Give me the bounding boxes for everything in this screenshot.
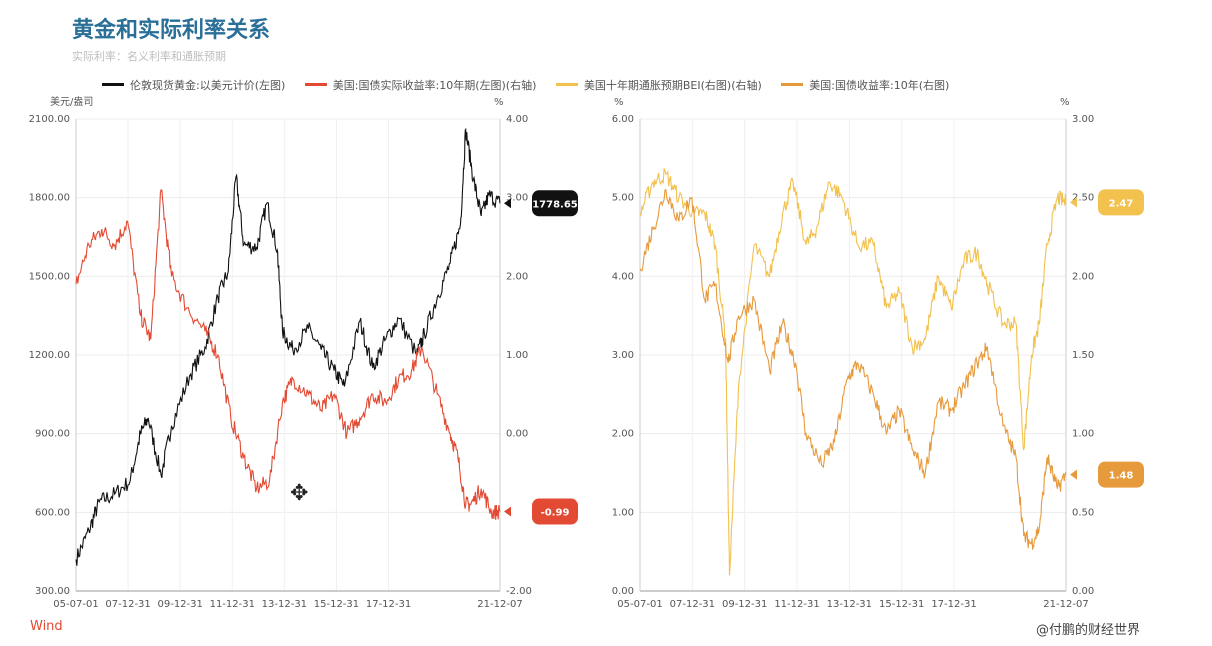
legend-swatch-gold	[102, 83, 124, 86]
panel2-right-tick-label: 0.50	[1072, 507, 1094, 518]
panel1-value-badge-text: -0.99	[541, 508, 570, 519]
panel1-x-tick-label: 17-12-31	[366, 599, 411, 610]
panel2-right-tick-label: 1.50	[1072, 350, 1094, 361]
panel1-right-tick-label: 3.00	[506, 193, 528, 204]
legend-label-real-yield: 美国:国债实际收益率:10年期(左图)(右轴)	[332, 78, 537, 92]
panel1-left-tick-label: 600.00	[35, 507, 70, 518]
panel2-x-tick-label: 11-12-31	[774, 599, 819, 610]
page-subtitle: 实际利率：名义利率和通胀预期	[72, 50, 226, 63]
panel2-left-tick-label: 5.00	[612, 193, 634, 204]
panel1-left-tick-label: 1800.00	[29, 193, 70, 204]
panel2-x-tick-label: 17-12-31	[931, 599, 976, 610]
panel2-x-tick-label: 09-12-31	[722, 599, 767, 610]
panel1-left-tick-label: 1500.00	[29, 271, 70, 282]
panel2-x-tick-label: 13-12-31	[827, 599, 872, 610]
panel2-x-tick-label: 05-07-01	[617, 599, 662, 610]
legend-swatch-10y-yield	[781, 83, 804, 86]
panel2-left-axis-unit: %	[614, 97, 624, 108]
legend-swatch-bei	[555, 83, 578, 86]
panel2-left-tick-label: 1.00	[612, 507, 634, 518]
panel1-right-tick-label: 1.00	[506, 350, 528, 361]
panel2-value-badge	[1098, 189, 1144, 216]
source-label: Wind	[30, 619, 63, 634]
panel2-x-tick-label: 07-12-31	[670, 599, 715, 610]
panel1-x-tick-label: 11-12-31	[210, 599, 255, 610]
legend-item-real-yield[interactable]: 美国:国债实际收益率:10年期(左图)(右轴)	[304, 77, 537, 93]
panel2-value-badge	[1098, 461, 1144, 488]
panel1-left-tick-label: 1200.00	[29, 350, 70, 361]
panel1-badge-pointer	[504, 198, 511, 209]
panel2-left-tick-label: 3.00	[612, 350, 634, 361]
panel1-badge-pointer	[504, 506, 511, 517]
legend-label-gold: 伦敦现货黄金:以美元计价(左图)	[130, 78, 286, 92]
panel1-left-tick-label: 2100.00	[29, 114, 70, 125]
panel1-value-badge	[532, 190, 578, 217]
legend-item-bei[interactable]: 美国十年期通胀预期BEI(右图)(右轴)	[555, 77, 762, 93]
panel2-series-line-2	[639, 189, 1067, 550]
panel1-right-tick-label: 0.00	[506, 429, 528, 440]
panel1-x-tick-label: 13-12-31	[262, 599, 307, 610]
page-title: 黄金和实际利率关系	[72, 18, 271, 43]
panel1-left-tick-label: 900.00	[35, 429, 70, 440]
move-cursor-icon: ✥	[290, 481, 308, 506]
legend-swatch-real-yield	[304, 83, 327, 86]
panel2-left-tick-label: 0.00	[612, 586, 634, 597]
panel2-right-tick-label: 1.00	[1072, 429, 1094, 440]
panel1-x-tick-label: 21-12-07	[477, 599, 522, 610]
panel1-x-tick-label: 07-12-31	[105, 599, 150, 610]
panel2-badge-pointer	[1070, 197, 1077, 208]
panel2-right-tick-label: 3.00	[1072, 114, 1094, 125]
panel2-right-tick-label: 0.00	[1072, 586, 1094, 597]
panel2-left-tick-label: 4.00	[612, 271, 634, 282]
legend-label-bei: 美国十年期通胀预期BEI(右图)(右轴)	[583, 78, 762, 92]
panel1-value-badge	[532, 498, 578, 525]
panel1-value-badge-text: 1778.65	[532, 199, 578, 210]
panel1-x-tick-label: 09-12-31	[157, 599, 202, 610]
panel1-left-tick-label: 300.00	[35, 586, 70, 597]
chart-legend: 伦敦现货黄金:以美元计价(左图) 美国:国债实际收益率:10年期(左图)(右轴)…	[102, 76, 965, 93]
panel2-left-tick-label: 6.00	[612, 114, 634, 125]
panel2-x-tick-label: 21-12-07	[1043, 599, 1088, 610]
panel1-x-tick-label: 15-12-31	[314, 599, 359, 610]
legend-item-gold[interactable]: 伦敦现货黄金:以美元计价(左图)	[102, 77, 285, 93]
panel1-x-tick-label: 05-07-01	[53, 599, 98, 610]
panel2-value-badge-text: 2.47	[1109, 198, 1134, 209]
panel1-right-axis-unit: %	[494, 97, 504, 108]
panel2-left-tick-label: 2.00	[612, 429, 634, 440]
legend-label-10y-yield: 美国:国债收益率:10年(右图)	[809, 78, 950, 92]
panel2-right-tick-label: 2.00	[1072, 271, 1094, 282]
panel1-series-line-2	[75, 188, 501, 520]
panel2-right-axis-unit: %	[1060, 97, 1070, 108]
panel2-value-badge-text: 1.48	[1109, 471, 1134, 482]
panel2-x-tick-label: 15-12-31	[879, 599, 924, 610]
panel1-right-tick-label: 2.00	[506, 271, 528, 282]
panel1-series-line-1	[75, 127, 501, 566]
panel1-left-axis-unit: 美元/盎司	[50, 95, 93, 108]
panel1-right-tick-label: -2.00	[506, 586, 532, 597]
panel2-right-tick-label: 2.50	[1072, 193, 1094, 204]
panel2-series-line-1	[639, 168, 1067, 576]
panel2-badge-pointer	[1070, 469, 1077, 480]
panel1-right-tick-label: 4.00	[506, 114, 528, 125]
watermark: @付鹏的财经世界	[1035, 623, 1140, 638]
legend-item-10y-yield[interactable]: 美国:国债收益率:10年(右图)	[781, 77, 949, 93]
